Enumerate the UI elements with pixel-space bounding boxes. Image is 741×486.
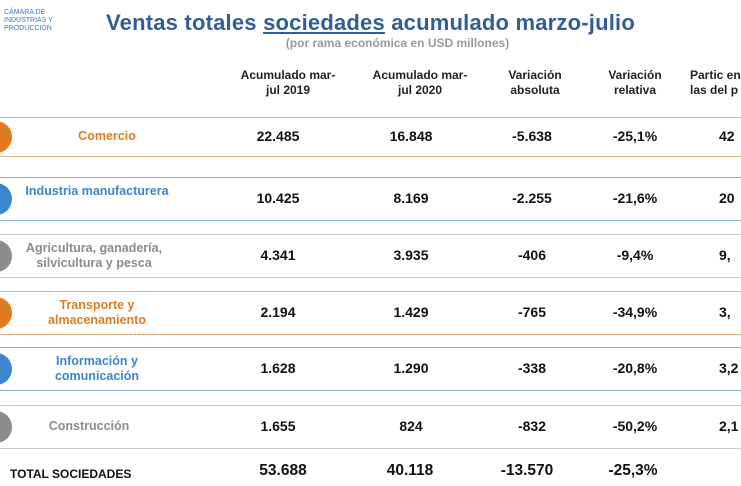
sector-icon bbox=[0, 183, 12, 215]
absolute-variation: -5.638 bbox=[512, 128, 552, 144]
sector-icon bbox=[0, 240, 12, 272]
sector-row-informacion: Información y comunicación 1.628 1.290 -338… bbox=[0, 347, 741, 391]
sector-row-frame bbox=[0, 117, 741, 157]
total-2019: 53.688 bbox=[259, 462, 307, 479]
value-2019: 2.194 bbox=[260, 304, 296, 320]
relative-variation: -25,1% bbox=[612, 128, 658, 144]
relative-variation: -34,9% bbox=[612, 304, 658, 320]
value-2019: 1.655 bbox=[260, 418, 296, 434]
total-label: TOTAL SOCIEDADES bbox=[10, 467, 132, 481]
value-2020: 3.935 bbox=[393, 247, 429, 263]
value-2020: 1.429 bbox=[393, 304, 429, 320]
logo-line-3: PRODUCCIÓN bbox=[4, 25, 52, 32]
value-2020: 8.169 bbox=[393, 190, 429, 206]
page-title: Ventas totales sociedades acumulado marz… bbox=[0, 10, 741, 36]
relative-variation: -50,2% bbox=[612, 418, 658, 434]
sector-label: Comercio bbox=[78, 129, 136, 143]
value-2019: 10.425 bbox=[256, 190, 300, 206]
participation: 9, bbox=[719, 247, 731, 263]
title-part-2: acumulado marzo-julio bbox=[384, 10, 636, 35]
absolute-variation: -765 bbox=[517, 304, 547, 320]
header-absolute-variation: Variación absoluta bbox=[508, 68, 562, 97]
sector-row-frame bbox=[0, 291, 741, 335]
absolute-variation: -406 bbox=[517, 247, 547, 263]
sector-icon bbox=[0, 121, 12, 153]
sector-label: Agricultura, ganadería, silvicultura y p… bbox=[25, 241, 163, 270]
sector-icon bbox=[0, 411, 12, 443]
sector-row-frame bbox=[0, 405, 741, 449]
value-2020: 16.848 bbox=[389, 128, 433, 144]
sector-label: Información y comunicación bbox=[54, 354, 140, 383]
total-relative-variation: -25,3% bbox=[608, 462, 658, 479]
relative-variation: -20,8% bbox=[612, 360, 658, 376]
participation: 3,2 bbox=[719, 360, 739, 376]
value-2020: 1.290 bbox=[393, 360, 429, 376]
page-subtitle: (por rama económica en USD millones) bbox=[285, 36, 510, 50]
absolute-variation: -2.255 bbox=[512, 190, 552, 206]
total-absolute-variation: -13.570 bbox=[500, 462, 554, 479]
relative-variation: -9,4% bbox=[616, 247, 654, 263]
sector-label: Transporte y almacenamiento bbox=[48, 298, 146, 327]
header-participation: Partic en las del p bbox=[690, 68, 741, 97]
header-accumulated-2019: Acumulado mar-jul 2019 bbox=[240, 68, 336, 97]
sector-row-transporte: Transporte y almacenamiento 2.194 1.429 -76… bbox=[0, 291, 741, 335]
value-2019: 4.341 bbox=[260, 247, 296, 263]
participation: 2,1 bbox=[719, 418, 739, 434]
participation: 20 bbox=[719, 190, 735, 206]
logo-line-1: CÁMARA DE bbox=[4, 9, 46, 16]
sector-label: Industria manufacturera bbox=[25, 184, 169, 198]
sector-icon bbox=[0, 297, 12, 329]
sector-row-industria: Industria manufacturera 10.425 8.169 -2.255… bbox=[0, 177, 741, 221]
absolute-variation: -832 bbox=[517, 418, 547, 434]
total-2020: 40.118 bbox=[386, 462, 434, 479]
sector-row-frame bbox=[0, 234, 741, 278]
sector-row-construccion: Construcción 1.655 824 -832 -50,2% 2,1 bbox=[0, 405, 741, 449]
header-accumulated-2020: Acumulado mar-jul 2020 bbox=[372, 68, 468, 97]
value-2020: 824 bbox=[399, 418, 423, 434]
sector-row-frame bbox=[0, 177, 741, 221]
header-relative-variation: Variación relativa bbox=[608, 68, 662, 97]
participation: 3, bbox=[719, 304, 731, 320]
value-2019: 1.628 bbox=[260, 360, 296, 376]
title-part-1: Ventas totales bbox=[105, 10, 264, 35]
chamber-logo: CÁMARA DE INDUSTRIAS Y PRODUCCIÓN bbox=[4, 9, 53, 33]
relative-variation: -21,6% bbox=[612, 190, 658, 206]
value-2019: 22.485 bbox=[256, 128, 300, 144]
sector-label: Construcción bbox=[48, 419, 130, 433]
participation: 42 bbox=[719, 128, 735, 144]
sector-row-comercio: Comercio 22.485 16.848 -5.638 -25,1% 42 bbox=[0, 117, 741, 157]
sector-icon bbox=[0, 353, 12, 385]
sector-row-frame bbox=[0, 347, 741, 391]
absolute-variation: -338 bbox=[517, 360, 547, 376]
logo-line-2: INDUSTRIAS Y bbox=[4, 17, 53, 24]
title-underlined: sociedades bbox=[263, 10, 385, 35]
sector-row-agricultura: Agricultura, ganadería, silvicultura y p… bbox=[0, 234, 741, 278]
